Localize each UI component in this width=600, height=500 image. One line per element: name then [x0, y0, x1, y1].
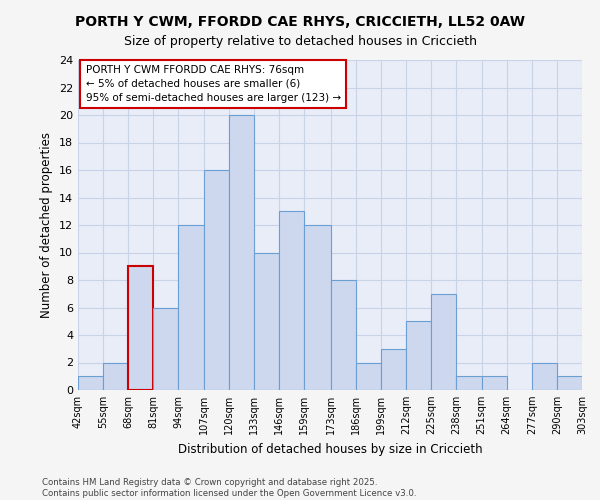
Bar	[279, 211, 304, 390]
Bar	[203, 170, 229, 390]
Bar	[406, 322, 431, 390]
Bar	[381, 349, 406, 390]
Bar	[431, 294, 457, 390]
Bar	[557, 376, 582, 390]
Bar	[78, 376, 103, 390]
Y-axis label: Number of detached properties: Number of detached properties	[40, 132, 53, 318]
Bar	[457, 376, 482, 390]
Bar	[532, 362, 557, 390]
Bar	[304, 225, 331, 390]
Bar	[254, 252, 279, 390]
Bar	[331, 280, 356, 390]
Text: Size of property relative to detached houses in Criccieth: Size of property relative to detached ho…	[124, 35, 476, 48]
Bar	[154, 308, 178, 390]
Bar	[229, 115, 254, 390]
Bar	[482, 376, 506, 390]
Text: PORTH Y CWM, FFORDD CAE RHYS, CRICCIETH, LL52 0AW: PORTH Y CWM, FFORDD CAE RHYS, CRICCIETH,…	[75, 15, 525, 29]
Bar	[178, 225, 203, 390]
Bar	[103, 362, 128, 390]
Text: PORTH Y CWM FFORDD CAE RHYS: 76sqm
← 5% of detached houses are smaller (6)
95% o: PORTH Y CWM FFORDD CAE RHYS: 76sqm ← 5% …	[86, 65, 341, 103]
X-axis label: Distribution of detached houses by size in Criccieth: Distribution of detached houses by size …	[178, 442, 482, 456]
Bar	[356, 362, 381, 390]
Text: Contains HM Land Registry data © Crown copyright and database right 2025.
Contai: Contains HM Land Registry data © Crown c…	[42, 478, 416, 498]
Bar	[128, 266, 154, 390]
